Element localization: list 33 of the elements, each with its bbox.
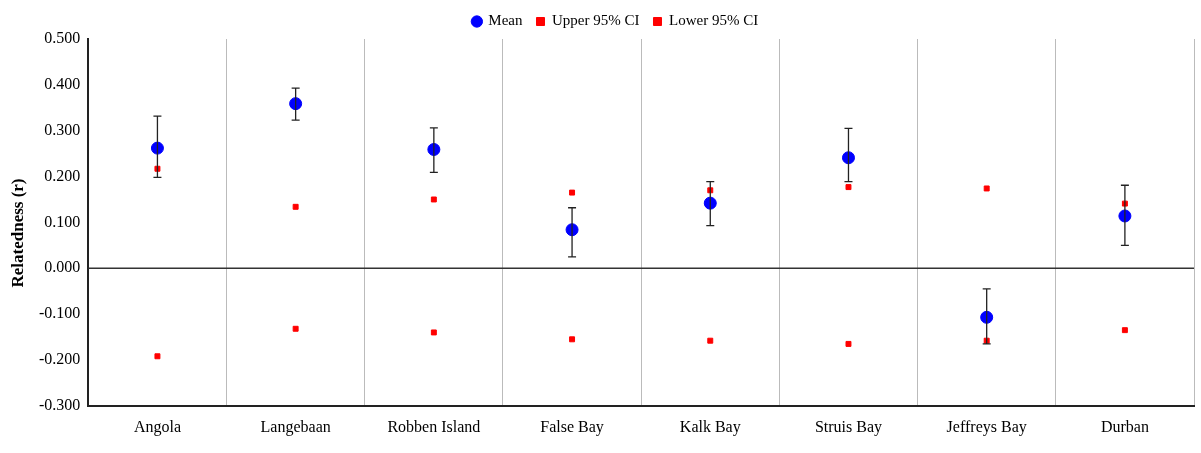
y-tick-label: 0.400: [44, 75, 81, 93]
point: [845, 184, 852, 191]
point: [1121, 327, 1128, 334]
y-tick-label: 0.100: [44, 212, 81, 230]
y-tick-label: 0.000: [44, 258, 81, 276]
y-axis-title: Relatedness (r): [8, 178, 28, 288]
y-tick-label: 0.500: [44, 29, 81, 47]
y-tick-label: 0.200: [44, 166, 81, 184]
point: [707, 337, 714, 344]
y-tick-label: 0.300: [44, 120, 81, 138]
x-tick-label: False Bay: [540, 417, 604, 436]
x-tick-label: Jeffreys Bay: [946, 417, 1027, 436]
x-tick-label: Langebaan: [260, 417, 331, 436]
x-tick-label: Durban: [1100, 417, 1149, 435]
point: [569, 336, 576, 343]
x-tick-label: Kalk Bay: [679, 417, 741, 436]
point: [845, 340, 852, 347]
legend-label: Lower 95% CI: [669, 12, 759, 29]
y-tick-label: -0.100: [39, 304, 81, 322]
point: [430, 196, 437, 203]
point: [292, 325, 299, 332]
x-tick-label: Robben Island: [387, 417, 481, 435]
point: [154, 353, 161, 360]
point: [292, 203, 299, 210]
x-tick-label: Angola: [133, 417, 181, 436]
y-tick-label: -0.300: [39, 396, 81, 413]
legend-label: Upper 95% CI: [552, 12, 640, 29]
x-tick-label: Struis Bay: [814, 417, 883, 436]
point: [983, 185, 990, 192]
point: [569, 189, 576, 196]
y-tick-label: -0.200: [39, 350, 81, 368]
point: [430, 329, 437, 336]
legend-label: Mean: [488, 12, 524, 29]
